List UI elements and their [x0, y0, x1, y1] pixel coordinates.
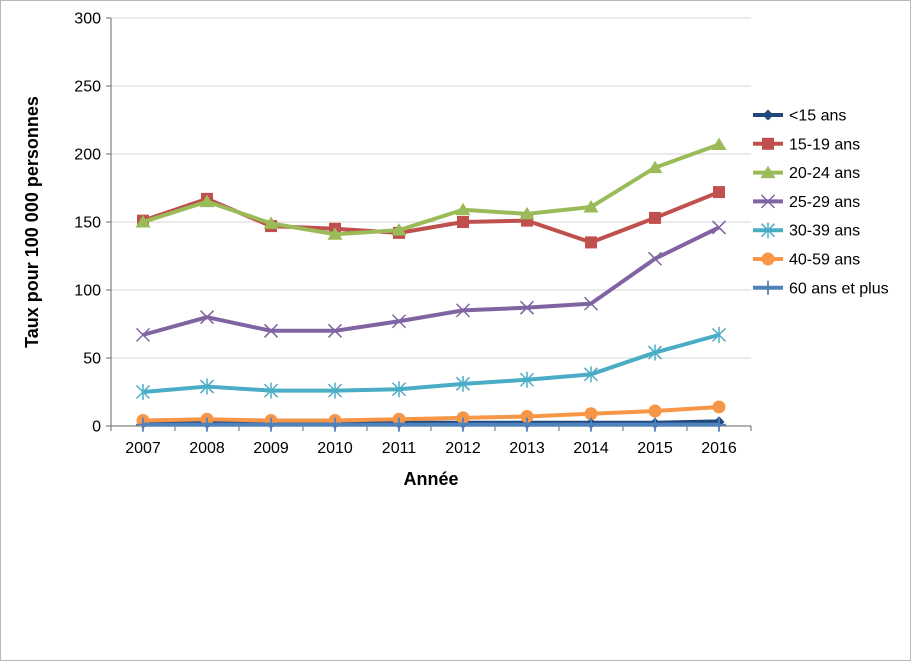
- y-tick-label: 300: [74, 11, 101, 28]
- series-25-29-ans: [135, 220, 727, 342]
- series-60-ans-et-plus: [136, 417, 726, 432]
- legend-label: 40-59 ans: [789, 252, 860, 269]
- x-tick-label: 2014: [573, 440, 609, 457]
- series-line-40-59-ans: [142, 404, 720, 423]
- y-tick-label: 200: [74, 147, 101, 164]
- series-line-25-29-ans: [142, 225, 720, 337]
- legend-label: 20-24 ans: [789, 165, 860, 182]
- legend-label: 15-19 ans: [789, 136, 860, 153]
- x-tick-label: 2008: [189, 440, 225, 457]
- legend-item-60-ans-et-plus: 60 ans et plus: [753, 280, 889, 297]
- legend: <15 ans 15-19 ans 20-24 ans 25-29 ans 30-39 …: [753, 108, 889, 297]
- legend-item-40-59-ans: 40-59 ans: [753, 252, 860, 269]
- gridlines: [111, 17, 751, 359]
- y-tick-label: 100: [74, 283, 101, 300]
- legend-item-15-ans: <15 ans: [753, 108, 846, 125]
- series-line-20-24-ans: [142, 142, 720, 237]
- legend-label: 30-39 ans: [789, 223, 860, 240]
- tick-labels: 0 50 100 150 200 250 300 2007 2008 2009 2010 2011 20…: [74, 11, 737, 458]
- y-axis-title: Taux pour 100 000 personnes: [22, 96, 42, 348]
- axes: [106, 17, 752, 431]
- x-tick-label: 2010: [317, 440, 353, 457]
- x-tick-label: 2011: [382, 440, 417, 457]
- y-tick-label: 0: [92, 419, 101, 436]
- series-line-15-19-ans: [142, 190, 720, 245]
- x-tick-label: 2013: [509, 440, 545, 457]
- series-20-24-ans: [135, 137, 727, 240]
- x-tick-label: 2015: [637, 440, 673, 457]
- legend-label: 60 ans et plus: [789, 280, 889, 297]
- series-40-59-ans: [136, 400, 726, 428]
- legend-label: 25-29 ans: [789, 194, 860, 211]
- legend-item-20-24-ans: 20-24 ans: [753, 165, 860, 182]
- y-tick-label: 50: [83, 351, 101, 368]
- legend-item-15-19-ans: 15-19 ans: [753, 136, 860, 153]
- series-15-19-ans: [137, 186, 725, 249]
- series-line-30-39-ans: [142, 332, 720, 394]
- legend-item-30-39-ans: 30-39 ans: [753, 222, 860, 240]
- y-tick-label: 150: [74, 215, 101, 232]
- x-tick-label: 2009: [253, 440, 289, 457]
- legend-label: <15 ans: [789, 108, 846, 125]
- series-30-39-ans: [135, 326, 727, 400]
- x-axis-title: Année: [403, 469, 459, 489]
- y-tick-label: 250: [74, 79, 101, 96]
- x-tick-label: 2016: [701, 440, 737, 457]
- legend-item-25-29-ans: 25-29 ans: [753, 194, 860, 211]
- x-tick-label: 2012: [445, 440, 481, 457]
- x-tick-label: 2007: [125, 440, 161, 457]
